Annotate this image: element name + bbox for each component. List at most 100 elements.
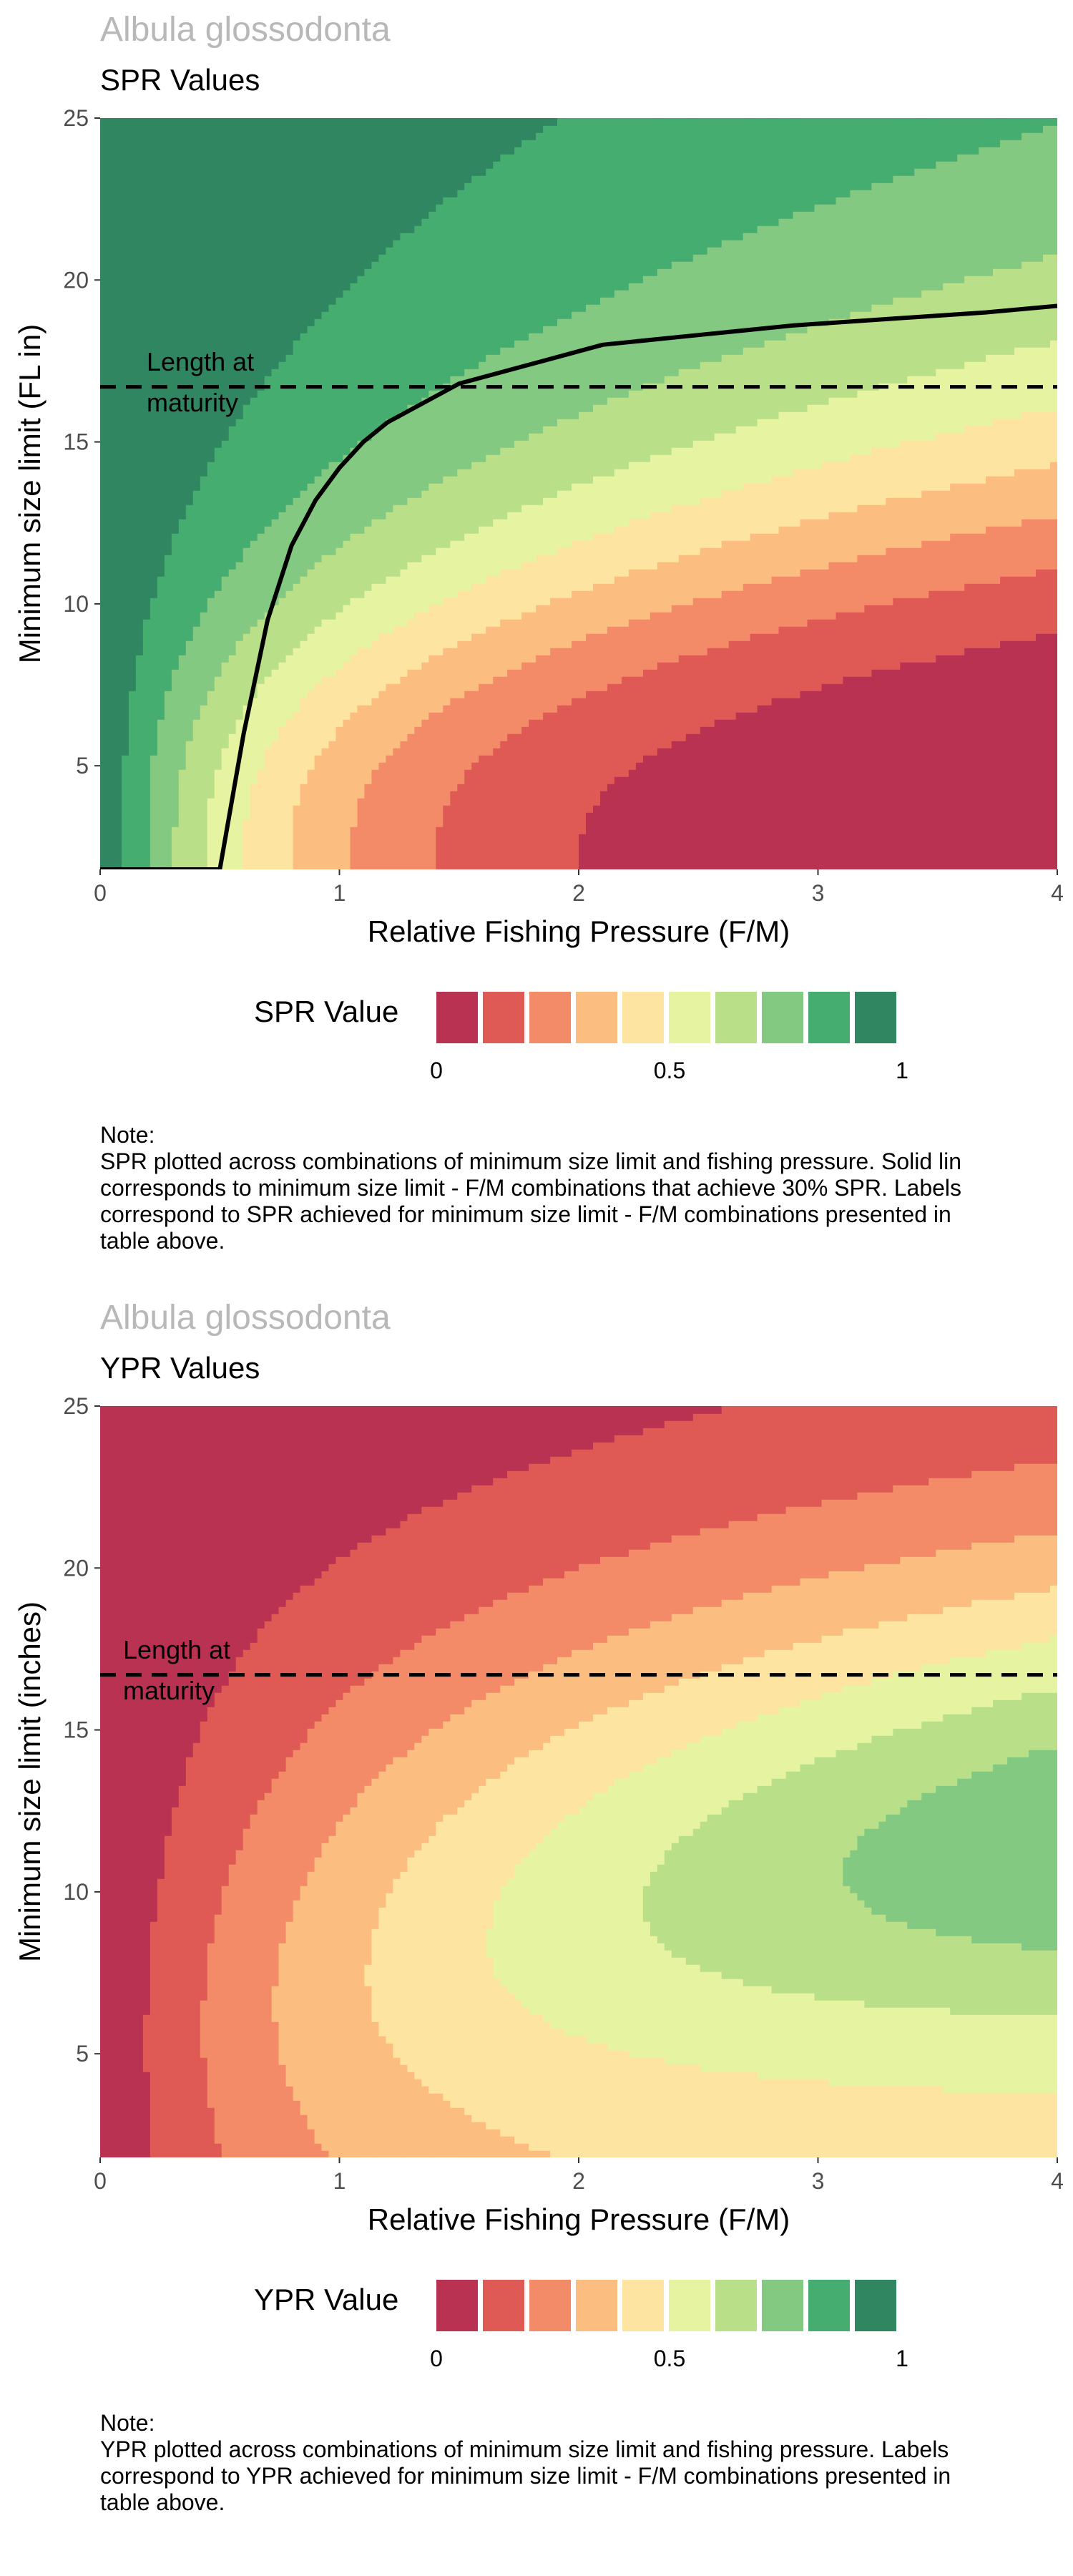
heatmap-cell: [257, 841, 265, 849]
heatmap-cell: [122, 483, 129, 491]
heatmap-cell: [142, 726, 151, 734]
heatmap-cell: [350, 705, 358, 713]
heatmap-cell: [393, 361, 401, 369]
heatmap-cell: [214, 376, 222, 384]
heatmap-cell: [285, 612, 294, 620]
heatmap-cell: [192, 676, 201, 684]
heatmap-cell: [214, 290, 222, 298]
heatmap-cell: [400, 762, 408, 770]
heatmap-cell: [414, 655, 423, 663]
heatmap-cell: [264, 190, 273, 197]
heatmap-cell: [192, 769, 201, 777]
heatmap-cell: [407, 862, 416, 869]
heatmap-cell: [357, 519, 366, 527]
heatmap-cell: [235, 440, 244, 448]
heatmap-cell: [214, 397, 222, 405]
heatmap-cell: [285, 755, 294, 763]
heatmap-cell: [235, 841, 244, 849]
heatmap-cell: [150, 476, 158, 484]
heatmap-cell: [407, 476, 416, 484]
heatmap-cell: [200, 190, 208, 197]
heatmap-cell: [378, 519, 387, 527]
heatmap-cell: [171, 633, 180, 641]
heatmap-cell: [107, 290, 115, 298]
heatmap-cell: [300, 526, 308, 534]
heatmap-cell: [378, 132, 387, 140]
heatmap-cell: [107, 526, 115, 534]
heatmap-cell: [378, 154, 387, 162]
heatmap-cell: [100, 268, 108, 276]
heatmap-cell: [214, 619, 222, 627]
heatmap-cell: [428, 583, 437, 591]
heatmap-cell: [207, 855, 215, 863]
heatmap-cell: [200, 132, 208, 140]
heatmap-cell: [407, 676, 416, 684]
heatmap-cell: [393, 583, 401, 591]
heatmap-cell: [421, 834, 430, 841]
heatmap-cell: [335, 655, 344, 663]
heatmap-cell: [135, 240, 144, 248]
heatmap-cell: [164, 411, 172, 419]
heatmap-cell: [128, 612, 137, 620]
heatmap-cell: [293, 791, 301, 799]
heatmap-cell: [192, 118, 201, 126]
heatmap-cell: [114, 576, 122, 584]
heatmap-cell: [285, 841, 294, 849]
heatmap-cell: [242, 590, 251, 598]
heatmap-cell: [135, 426, 144, 434]
heatmap-cell: [242, 132, 251, 140]
heatmap-cell: [271, 469, 280, 477]
heatmap-cell: [293, 626, 301, 634]
heatmap-cell: [293, 347, 301, 355]
heatmap-cell: [164, 705, 172, 713]
heatmap-cell: [200, 733, 208, 741]
heatmap-cell: [350, 776, 358, 784]
heatmap-cell: [421, 633, 430, 641]
heatmap-cell: [371, 755, 380, 763]
heatmap-cell: [421, 440, 430, 448]
heatmap-cell: [207, 154, 215, 162]
heatmap-cell: [185, 762, 194, 770]
heatmap-cell: [328, 326, 337, 333]
heatmap-cell: [164, 612, 172, 620]
heatmap-cell: [393, 261, 401, 269]
heatmap-cell: [250, 462, 258, 469]
heatmap-cell: [200, 504, 208, 512]
heatmap-cell: [122, 748, 129, 756]
heatmap-cell: [293, 419, 301, 426]
heatmap-cell: [207, 569, 215, 577]
heatmap-cell: [157, 211, 165, 219]
heatmap-cell: [357, 605, 366, 613]
heatmap-cell: [271, 619, 280, 627]
heatmap-cell: [157, 855, 165, 863]
heatmap-cell: [428, 626, 437, 634]
heatmap-cell: [357, 812, 366, 820]
heatmap-cell: [107, 691, 115, 698]
heatmap-cell: [400, 547, 408, 555]
heatmap-cell: [257, 225, 265, 233]
heatmap-cell: [414, 440, 423, 448]
heatmap-cell: [407, 705, 416, 713]
heatmap-cell: [242, 347, 251, 355]
heatmap-cell: [278, 555, 287, 562]
heatmap-cell: [343, 476, 351, 484]
heatmap-cell: [214, 369, 222, 376]
heatmap-cell: [357, 154, 366, 162]
heatmap-cell: [192, 354, 201, 362]
heatmap-cell: [128, 476, 137, 484]
heatmap-cell: [343, 376, 351, 384]
heatmap-cell: [436, 812, 444, 820]
heatmap-cell: [250, 433, 258, 441]
heatmap-cell: [321, 447, 330, 455]
heatmap-cell: [207, 261, 215, 269]
heatmap-cell: [414, 640, 423, 648]
heatmap-cell: [436, 855, 444, 863]
heatmap-cell: [436, 569, 444, 577]
heatmap-cell: [107, 805, 115, 813]
heatmap-cell: [207, 233, 215, 240]
heatmap-cell: [414, 662, 423, 670]
heatmap-cell: [250, 583, 258, 591]
heatmap-cell: [122, 762, 129, 770]
heatmap-cell: [135, 762, 144, 770]
heatmap-cell: [150, 404, 158, 412]
